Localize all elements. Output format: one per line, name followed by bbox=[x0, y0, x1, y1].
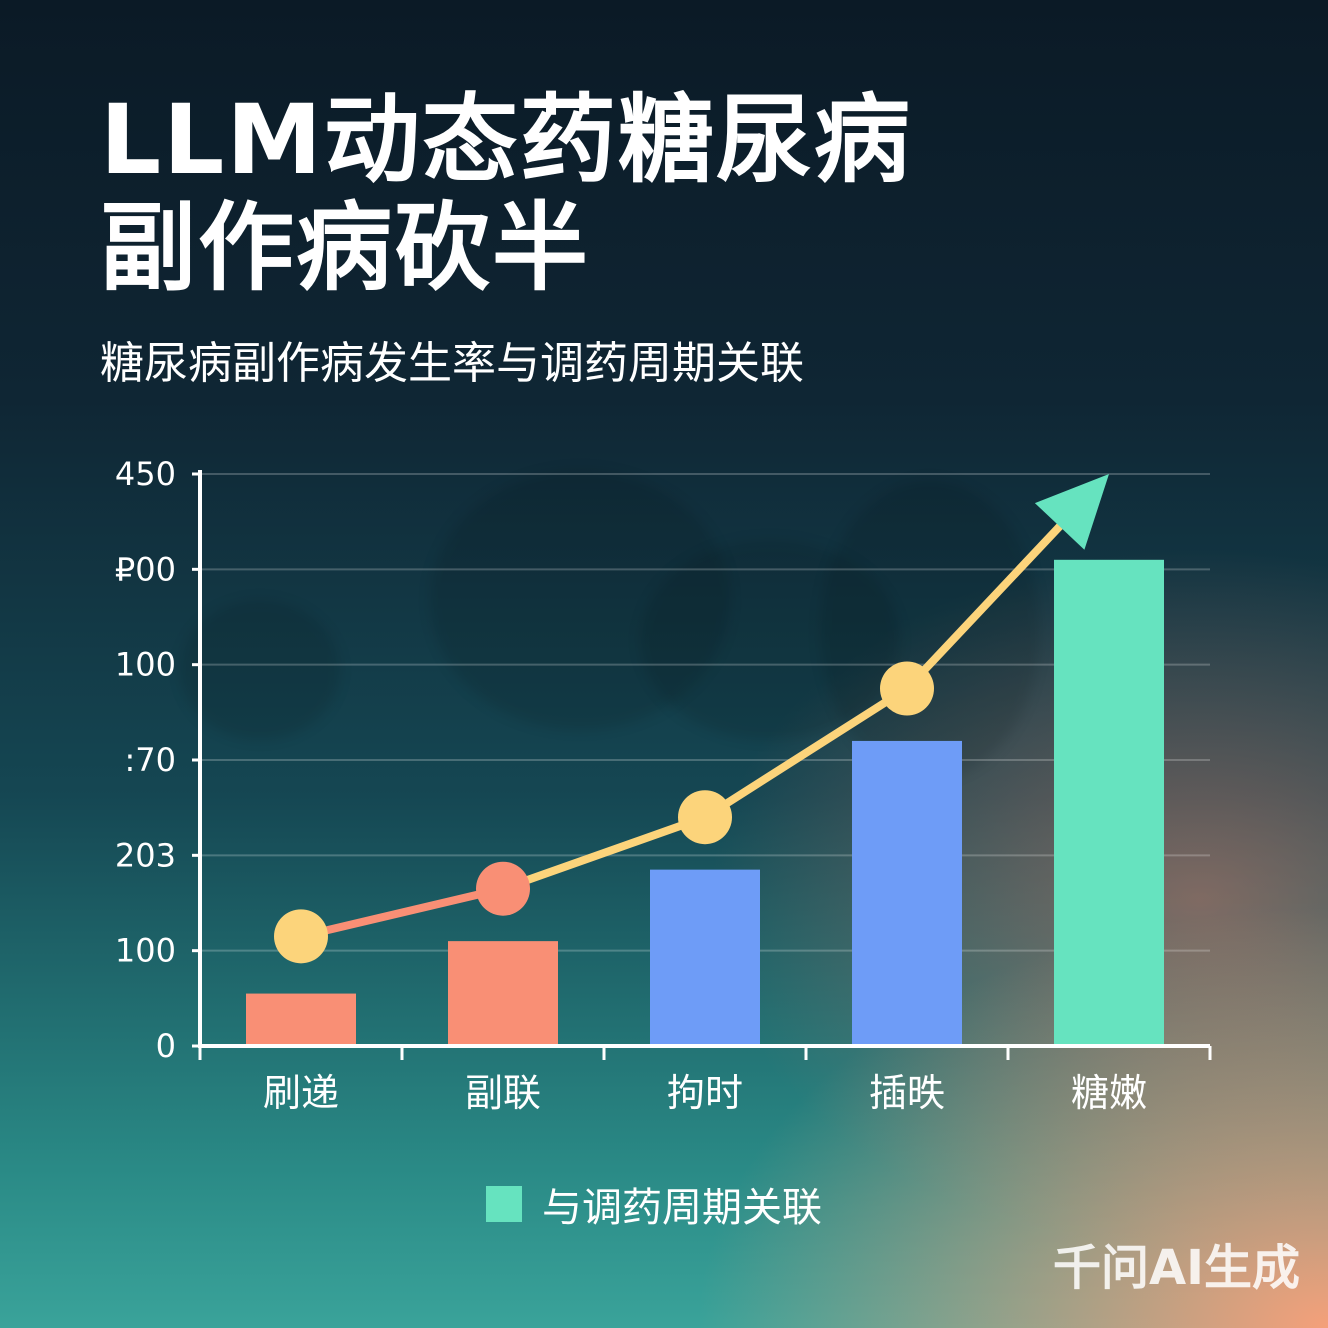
watermark: 千问AI生成 bbox=[1052, 1240, 1300, 1296]
y-tick-label: 100 bbox=[115, 646, 176, 684]
x-tick-label: 副联 bbox=[465, 1071, 541, 1115]
trend-arrow-head bbox=[1034, 474, 1109, 550]
y-tick-label: 0 bbox=[156, 1027, 176, 1065]
bar bbox=[246, 993, 356, 1046]
y-tick-label: 100 bbox=[115, 932, 176, 970]
page-title: LLM动态药糖尿病 副作病砍半 bbox=[100, 86, 1100, 302]
bar bbox=[650, 869, 760, 1046]
y-tick-label: :70 bbox=[125, 741, 177, 779]
trend-point bbox=[274, 909, 328, 964]
x-tick-label: 刷递 bbox=[263, 1071, 339, 1115]
legend-swatch bbox=[486, 1186, 522, 1222]
trend-point bbox=[880, 661, 934, 716]
trend-segment bbox=[903, 506, 1079, 693]
chart-legend: 与调药周期关联 bbox=[486, 1176, 822, 1232]
y-tick-label: 203 bbox=[115, 836, 176, 874]
chart-subtitle: 糖尿病副作病发生率与调药周期关联 bbox=[100, 338, 804, 389]
title-line-2: 副作病砍半 bbox=[100, 192, 590, 304]
title-line-1: LLM动态药糖尿病 bbox=[100, 84, 912, 196]
bar bbox=[852, 740, 962, 1046]
legend-label: 与调药周期关联 bbox=[542, 1185, 822, 1231]
bar bbox=[448, 941, 558, 1046]
trend-point bbox=[476, 861, 530, 916]
trend-point bbox=[678, 790, 732, 845]
trend-segment bbox=[701, 684, 911, 822]
x-tick-label: 糖嫩 bbox=[1071, 1071, 1147, 1115]
y-tick-label: 450 bbox=[115, 455, 176, 493]
trend-segment bbox=[297, 884, 507, 941]
trend-segment bbox=[499, 813, 709, 893]
x-tick-label: 拘时 bbox=[667, 1071, 743, 1115]
bar bbox=[1054, 559, 1164, 1046]
y-tick-label: ₽00 bbox=[115, 550, 176, 588]
x-tick-label: 插昳 bbox=[869, 1071, 945, 1115]
